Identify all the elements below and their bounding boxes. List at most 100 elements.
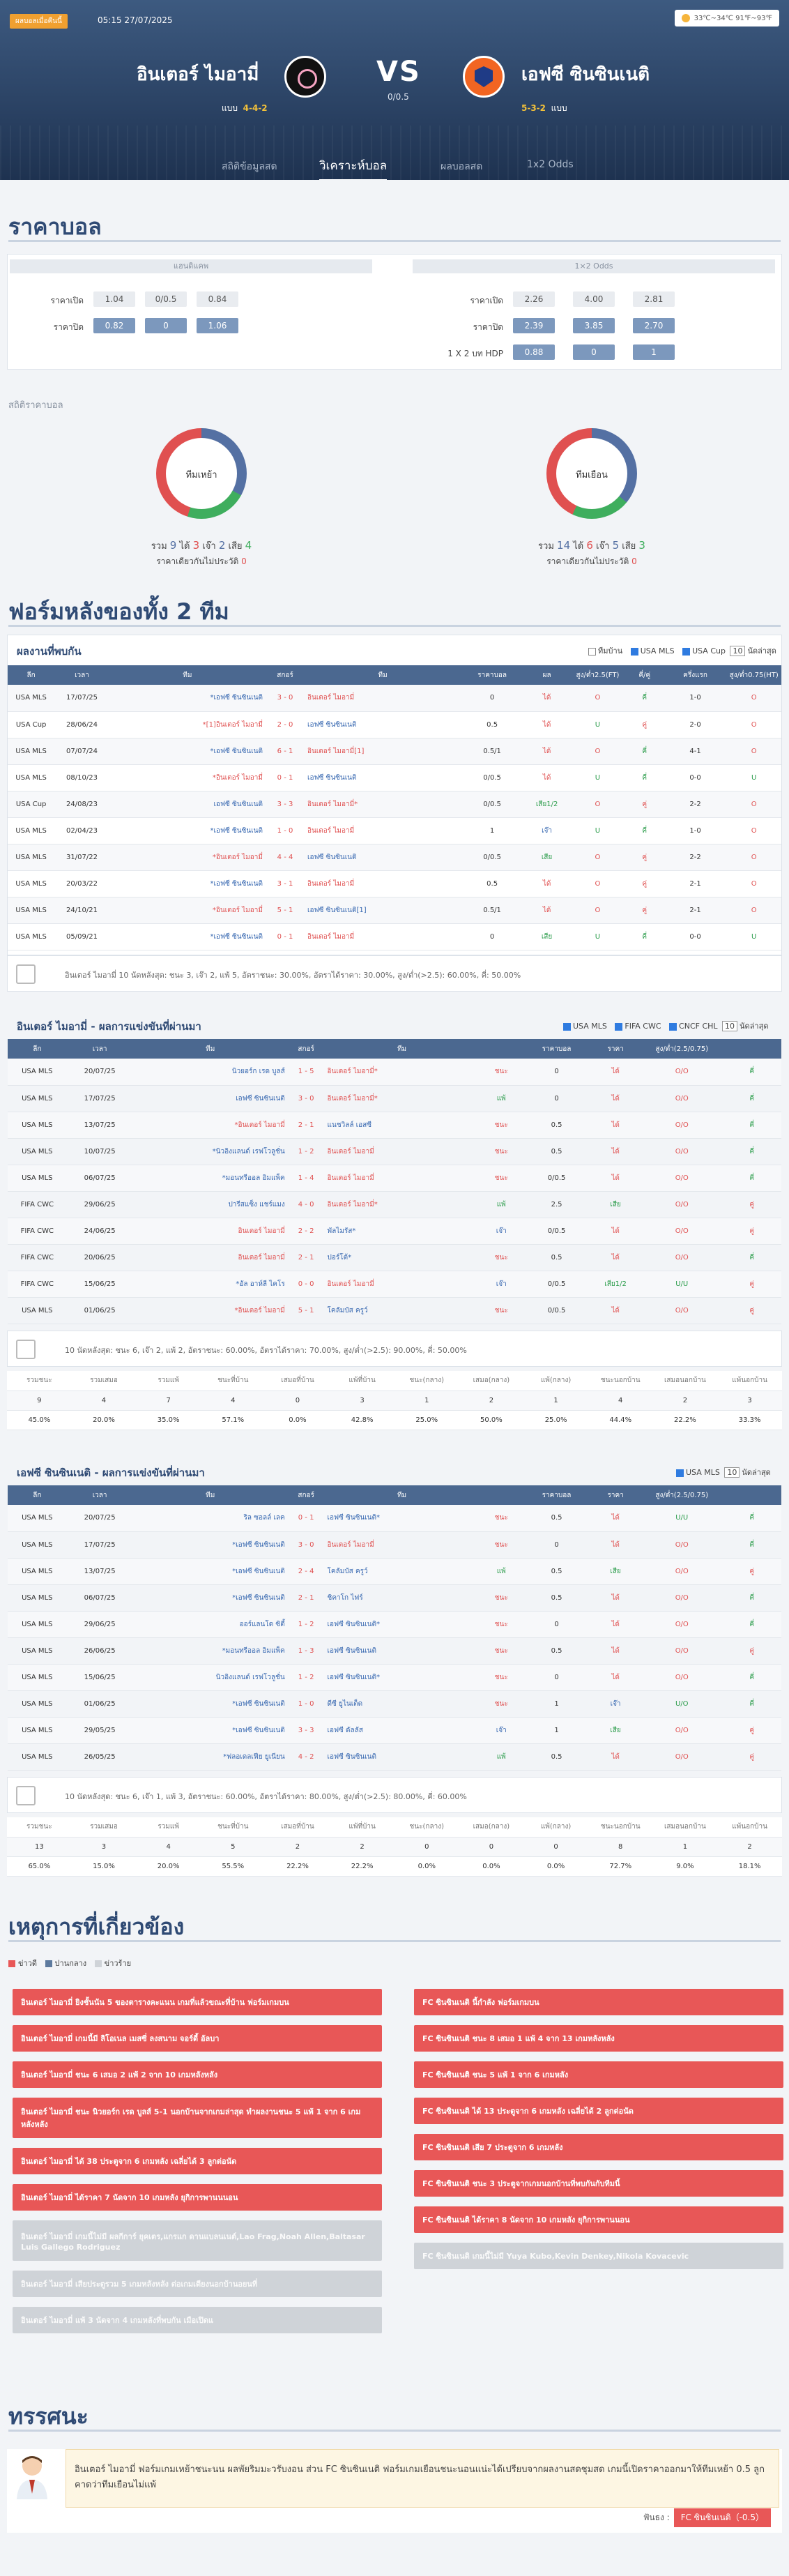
table-row[interactable]: USA MLS 31/07/22 *อินเตอร์ ไมอามี่ 4 - 4 เอฟ… [8,844,781,871]
tab-live-stats[interactable]: สถิติข้อมูลสด [222,161,277,172]
table-row[interactable]: FIFA CWC 29/06/25 ปารีสแซ็ง แชร์แมง 4 - 0 อิ… [8,1191,781,1218]
table-cell: O/O [641,1558,723,1585]
away-team-name[interactable]: เอฟซี ซินซินเนติ [521,64,650,85]
table-cell: O [726,738,781,765]
match-count-select[interactable]: 10 [730,646,746,656]
opinion-text: อินเตอร์ ไมอามี่ ฟอร์มเกมเหย้าชนะนน ผลพั… [75,2464,765,2490]
1x2-close-away[interactable]: 2.70 [633,318,675,333]
table-row[interactable]: USA MLS 17/07/25 เอฟซี ซินซินเนติ 3 - 0 อินเ… [8,1085,781,1112]
table-cell: USA MLS [8,1297,67,1324]
table-row[interactable]: USA MLS 20/07/25 นิวยอร์ก เรด บูลส์ 1 - 5 อิ… [8,1059,781,1086]
table-row[interactable]: USA MLS 15/06/25 นิวอิงแลนด์ เรฟโวลูชั่น 1 … [8,1664,781,1691]
table-cell: 0.5 [523,1138,590,1165]
hdp-close-home[interactable]: 0.82 [93,318,135,333]
stats-cell: 35.0% [136,1410,201,1430]
table-row[interactable]: USA MLS 06/07/25 *มอนทรีออล อิมแพ็ค 1 - 4 อิ… [8,1165,781,1192]
tab-analysis[interactable]: วิเคราะห์บอล [319,156,388,180]
table-row[interactable]: USA MLS 24/10/21 *อินเตอร์ ไมอามี่ 5 - 1 เอฟ… [8,897,781,924]
table-row[interactable]: FIFA CWC 20/06/25 อินเตอร์ ไมอามี่ 2 - 1 ปอร… [8,1244,781,1271]
table-row[interactable]: USA MLS 26/06/25 *มอนทรีออล อิมแพ็ค 1 - 3 เอ… [8,1637,781,1665]
table-row[interactable]: USA MLS 07/07/24 *เอฟซี ซินซินเนติ 6 - 1 อิน… [8,738,781,765]
table-row[interactable]: USA MLS 29/05/25 *เอฟซี ซินซินเนติ 3 - 3 เอฟ… [8,1717,781,1744]
table-cell: *อินเตอร์ ไมอามี่ [132,1297,288,1324]
table-cell: ชิคาโก ไฟร์ [324,1584,480,1612]
table-cell: 0 [461,923,523,950]
table-row[interactable]: FIFA CWC 24/06/25 อินเตอร์ ไมอามี่ 2 - 2 พัล… [8,1218,781,1245]
stats-header: เสมอนอกบ้าน [652,1371,718,1391]
1x2-open-away[interactable]: 2.81 [633,291,675,307]
table-cell: อินเตอร์ ไมอามี่ [305,817,461,844]
1x2-hdp-home[interactable]: 0.88 [513,344,555,360]
table-cell: ได้ [523,764,571,791]
table-row[interactable]: USA Cup 24/08/23 เอฟซี ซินซินเนติ 3 - 3 อินเ… [8,791,781,818]
filter-checkbox[interactable] [563,1022,571,1031]
1x2-open-home[interactable]: 2.26 [513,291,555,307]
news-tag[interactable]: ผลบอลเมื่อคืนนี้ [10,14,68,29]
table-row[interactable]: USA MLS 06/07/25 *เอฟซี ซินซินเนติ 2 - 1 ชิค… [8,1584,781,1612]
table-cell: คู่ [722,1191,781,1218]
1x2-close-home[interactable]: 2.39 [513,318,555,333]
stats-cell: 22.2% [652,1410,718,1430]
table-cell: 17/07/25 [66,1531,133,1559]
table-row[interactable]: USA MLS 29/06/25 ออร์แลนโด ซิตี้ 1 - 2 เอฟซี… [8,1611,781,1638]
1x2-open-draw[interactable]: 4.00 [573,291,615,307]
stats-cell: 0 [394,1837,459,1857]
filter-checkbox[interactable] [682,647,691,656]
table-row[interactable]: USA Cup 28/06/24 *[1]อินเตอร์ ไมอามี่ 2 - 0… [8,711,781,738]
1x2-hdp-draw[interactable]: 0 [573,344,615,360]
divider [8,2430,781,2432]
table-row[interactable]: USA MLS 17/07/25 *เอฟซี ซินซินเนติ 3 - 0 อิน… [8,1531,781,1559]
table-row[interactable]: USA MLS 13/07/25 *เอฟซี ซินซินเนติ 2 - 4 โคล… [8,1558,781,1585]
pick-value[interactable]: FC ซินซินเนติ（-0.5） [673,2508,771,2527]
stats-cell: 15.0% [71,1856,137,1877]
table-cell: 13/07/25 [66,1558,133,1585]
table-row[interactable]: FIFA CWC 15/06/25 *อัล อาห์ลี ไคโร 0 - 0 อิน… [8,1271,781,1298]
table-row[interactable]: USA MLS 20/03/22 *เอฟซี ซินซินเนติ 3 - 1 อิน… [8,870,781,897]
legend-label: ข่าวร้าย [104,1959,132,1968]
filter-label: USA MLS [686,1468,720,1477]
hdp-open-line[interactable]: 0/0.5 [145,291,187,307]
home-team-name[interactable]: อินเตอร์ ไมอามี่ [137,64,259,85]
table-row[interactable]: USA MLS 20/07/25 ริล ซอลล์ เลค 0 - 1 เอฟซี ซ… [8,1505,781,1532]
table-cell: *เอฟซี ซินซินเนติ [109,738,266,765]
table-cell: 2 - 2 [287,1218,325,1245]
table-row[interactable]: USA MLS 01/06/25 *เอฟซี ซินซินเนติ 1 - 0 ดีซ… [8,1690,781,1718]
hdp-open-away[interactable]: 0.84 [197,291,238,307]
table-row[interactable]: USA MLS 05/09/21 *เอฟซี ซินซินเนติ 0 - 1 อิน… [8,923,781,950]
table-cell: 20/07/25 [66,1059,133,1086]
table-row[interactable]: USA MLS 08/10/23 *อินเตอร์ ไมอามี่ 0 - 1 เอฟ… [8,764,781,791]
table-cell: ชนะ [479,1244,523,1271]
hdp-close-line[interactable]: 0 [145,318,187,333]
table-row[interactable]: USA MLS 13/07/25 *อินเตอร์ ไมอามี่ 2 - 1 แนช… [8,1112,781,1139]
table-row[interactable]: USA MLS 01/06/25 *อินเตอร์ ไมอามี่ 5 - 1 โคล… [8,1297,781,1324]
table-row[interactable]: USA MLS 17/07/25 *เอฟซี ซินซินเนติ 3 - 0 อิน… [8,685,781,712]
w-total: รวม [538,541,554,552]
table-row[interactable]: USA MLS 10/07/25 *นิวอิงแลนด์ เรฟโวลูชั่น 1… [8,1138,781,1165]
hdp-open-home[interactable]: 1.04 [93,291,135,307]
match-count-select[interactable]: 10 [722,1021,738,1031]
table-cell: 0.5 [523,1584,590,1612]
home-team-logo-icon[interactable] [284,56,326,98]
table-cell: *เอฟซี ซินซินเนติ [109,923,266,950]
match-count-select[interactable]: 10 [724,1467,740,1478]
filter-checkbox[interactable] [588,647,596,656]
filter-checkbox[interactable] [615,1022,623,1031]
table-cell: โคลัมบัส ครูว์ [324,1558,480,1585]
tab-live-scores[interactable]: ผลบอลสด [441,161,483,172]
away-team-logo-icon[interactable] [463,56,505,98]
filter-checkbox[interactable] [676,1469,684,1477]
1x2-hdp-away[interactable]: 1 [633,344,675,360]
1x2-close-draw[interactable]: 3.85 [573,318,615,333]
table-cell: *เอฟซี ซินซินเนติ [132,1558,288,1585]
table-row[interactable]: USA MLS 02/04/23 *เอฟซี ซินซินเนติ 1 - 0 อิน… [8,817,781,844]
table-cell: 1 [523,1690,590,1718]
table-cell: เอฟซี ซินซินเนติ [109,791,266,818]
hdp-close-away[interactable]: 1.06 [197,318,238,333]
tab-1x2-odds[interactable]: 1x2 Odds [527,159,574,170]
filter-checkbox[interactable] [669,1022,677,1031]
filter-checkbox[interactable] [630,647,638,656]
table-cell: ชนะ [479,1637,523,1665]
stats-cell: 65.0% [7,1856,72,1877]
table-cell: 13/07/25 [66,1112,133,1139]
